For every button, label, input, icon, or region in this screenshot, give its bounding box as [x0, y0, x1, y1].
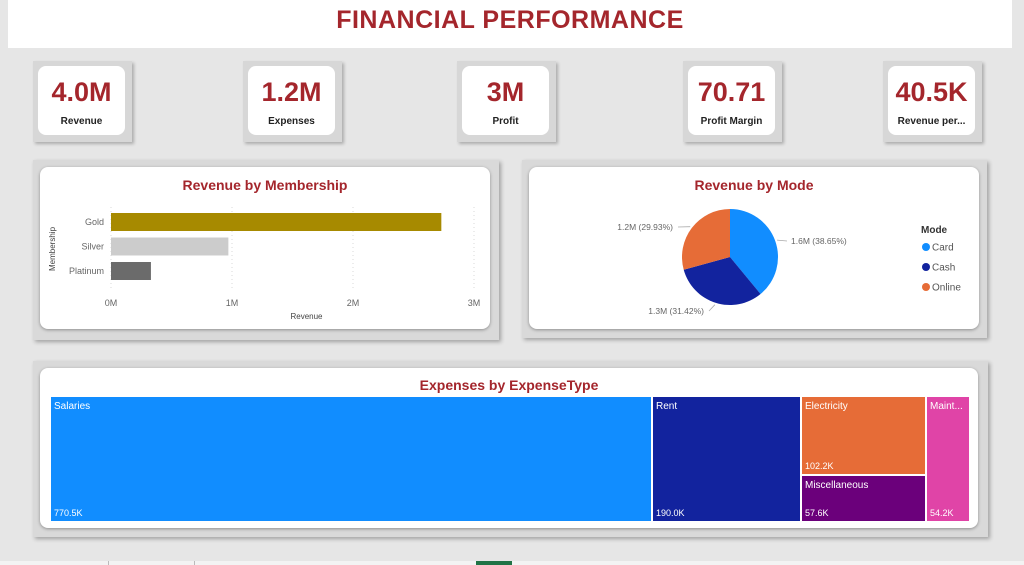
treemap-cell-label: Rent [656, 401, 678, 412]
pie-data-label: 1.3M (31.42%) [648, 306, 704, 316]
mode-pie-chart: 1.6M (38.65%) 1.3M (31.42%) 1.2M (29.93%) M… [617, 209, 961, 316]
treemap-cell-electricity[interactable]: Electricity 102.2K [802, 397, 925, 474]
page-tab[interactable] [194, 561, 322, 565]
treemap-cell-label: Miscellaneous [805, 480, 869, 491]
pie-data-label: 1.2M (29.93%) [617, 222, 673, 232]
x-tick-label: 1M [226, 298, 239, 308]
treemap-cell-label: Maint... [930, 401, 963, 412]
membership-chart-panel[interactable]: Revenue by Membership 0M 1M 2M 3M Gold Silver… [40, 167, 490, 329]
page-tab[interactable] [108, 561, 194, 565]
kpi-value: 3M [486, 77, 525, 107]
kpi-card-revenue-per[interactable]: 40.5K Revenue per... [883, 61, 982, 142]
page-tab-active[interactable] [476, 561, 512, 565]
x-tick-label: 0M [105, 298, 118, 308]
treemap-cell-value: 190.0K [656, 508, 685, 518]
pie-slice-card [730, 209, 778, 295]
pie-leader-line [777, 239, 788, 242]
treemap-cell-value: 54.2K [930, 508, 954, 518]
legend-item-card: Card [932, 243, 954, 254]
pie-slice-cash [683, 257, 761, 305]
membership-bar-chart: 0M 1M 2M 3M Gold Silver Platinum Revenue Members… [48, 207, 481, 321]
bar-platinum [111, 262, 151, 280]
treemap-cell-label: Electricity [805, 401, 848, 412]
treemap-cell-maintenance[interactable]: Maint... 54.2K [927, 397, 969, 521]
kpi-value: 40.5K [895, 77, 968, 107]
legend-marker [922, 283, 930, 291]
pie-slice-online [682, 209, 730, 270]
kpi-card-expenses[interactable]: 1.2M Expenses [243, 61, 342, 142]
x-axis-label: Revenue [290, 312, 323, 321]
kpi-card-profit-margin[interactable]: 70.71 Profit Margin [683, 61, 782, 142]
y-tick-label: Platinum [69, 266, 104, 276]
kpi-label: Expenses [268, 116, 315, 127]
membership-chart-title: Revenue by Membership [182, 177, 348, 193]
expenses-chart-title: Expenses by ExpenseType [419, 377, 599, 393]
kpi-value: 4.0M [51, 77, 112, 107]
kpi-label: Profit [492, 116, 519, 127]
y-axis-label: Membership [48, 226, 57, 271]
treemap-cell-value: 770.5K [54, 508, 83, 518]
treemap-cell-value: 102.2K [805, 461, 834, 471]
kpi-value: 1.2M [261, 77, 322, 107]
treemap-cell-value: 57.6K [805, 508, 829, 518]
legend-marker [922, 243, 930, 251]
treemap-cell-salaries[interactable]: Salaries 770.5K [51, 397, 651, 521]
legend-item-cash: Cash [932, 263, 955, 274]
expenses-treemap: Salaries 770.5K Rent 190.0K Electricity 102.2… [51, 397, 969, 521]
x-tick-label: 2M [347, 298, 360, 308]
treemap-cell-label: Salaries [54, 401, 91, 412]
kpi-value: 70.71 [697, 77, 766, 107]
treemap-cell-miscellaneous[interactable]: Miscellaneous 57.6K [802, 476, 925, 521]
expenses-chart-panel[interactable]: Expenses by ExpenseType Salaries 770.5K Re… [40, 368, 978, 528]
kpi-card-profit[interactable]: 3M Profit [457, 61, 556, 142]
pie-data-label: 1.6M (38.65%) [791, 236, 847, 246]
mode-chart-title: Revenue by Mode [694, 177, 814, 193]
x-tick-label: 3M [468, 298, 481, 308]
y-tick-label: Gold [85, 217, 104, 227]
bar-silver [111, 237, 229, 256]
page-title: FINANCIAL PERFORMANCE [336, 6, 684, 34]
pie-leader-line [708, 304, 716, 312]
page-tab-bar [0, 561, 1024, 565]
mode-chart-panel[interactable]: Revenue by Mode 1.6M (38.65%) 1.3M (31.42… [529, 167, 979, 329]
legend-item-online: Online [932, 283, 961, 294]
legend-title: Mode [921, 225, 948, 236]
kpi-label: Revenue [60, 116, 103, 127]
kpi-label: Profit Margin [700, 116, 763, 127]
bar-gold [111, 213, 442, 231]
y-tick-label: Silver [81, 242, 104, 252]
kpi-card-revenue[interactable]: 4.0M Revenue [33, 61, 132, 142]
treemap-cell-rent[interactable]: Rent 190.0K [653, 397, 800, 521]
title-bar: FINANCIAL PERFORMANCE [8, 0, 1012, 48]
legend-marker [922, 263, 930, 271]
kpi-label: Revenue per... [897, 116, 966, 127]
